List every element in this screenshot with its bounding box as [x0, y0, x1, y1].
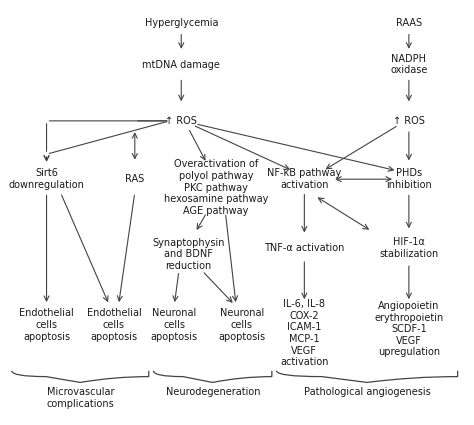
Text: ↑ ROS: ↑ ROS: [393, 116, 425, 126]
Text: Microvascular
complications: Microvascular complications: [46, 388, 114, 409]
Text: HIF-1α
stabilization: HIF-1α stabilization: [379, 237, 438, 259]
Text: TNF-α activation: TNF-α activation: [264, 243, 345, 253]
Text: mtDNA damage: mtDNA damage: [142, 60, 220, 70]
Text: Hyperglycemia: Hyperglycemia: [145, 18, 218, 28]
Text: Neuronal
cells
apoptosis: Neuronal cells apoptosis: [151, 309, 198, 342]
Text: NADPH
oxidase: NADPH oxidase: [390, 54, 428, 76]
Text: Sirt6
downregulation: Sirt6 downregulation: [9, 168, 84, 190]
Text: RAS: RAS: [125, 174, 145, 184]
Text: Endothelial
cells
apoptosis: Endothelial cells apoptosis: [87, 309, 141, 342]
Text: IL-6, IL-8
COX-2
ICAM-1
MCP-1
VEGF
activation: IL-6, IL-8 COX-2 ICAM-1 MCP-1 VEGF activ…: [280, 299, 328, 367]
Text: Endothelial
cells
apoptosis: Endothelial cells apoptosis: [19, 309, 74, 342]
Text: PHDs
inhibition: PHDs inhibition: [386, 168, 432, 190]
Text: Neuronal
cells
apoptosis: Neuronal cells apoptosis: [218, 309, 265, 342]
Text: RAAS: RAAS: [396, 18, 422, 28]
Text: Synaptophysin
and BDNF
reduction: Synaptophysin and BDNF reduction: [152, 238, 225, 271]
Text: Neurodegeneration: Neurodegeneration: [165, 388, 260, 397]
Text: Overactivation of
polyol pathway
PKC pathway
hexosamine pathway
AGE pathway: Overactivation of polyol pathway PKC pat…: [164, 159, 268, 216]
Text: ↑ ROS: ↑ ROS: [165, 116, 197, 126]
Text: NF-κB pathway
activation: NF-κB pathway activation: [267, 168, 341, 190]
Text: Pathological angiogenesis: Pathological angiogenesis: [304, 388, 430, 397]
Text: Angiopoietin
erythropoietin
SCDF-1
VEGF
upregulation: Angiopoietin erythropoietin SCDF-1 VEGF …: [374, 301, 444, 357]
